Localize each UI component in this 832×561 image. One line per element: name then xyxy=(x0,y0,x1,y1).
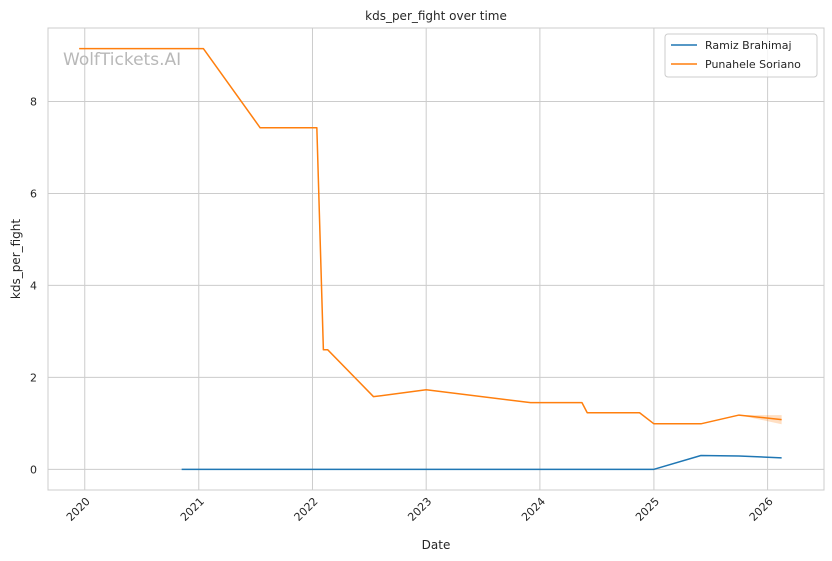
legend-label-punahele-soriano: Punahele Soriano xyxy=(705,58,801,71)
y-ticks: 0 2 4 6 8 xyxy=(30,96,37,477)
y-tick-label-2: 2 xyxy=(30,371,37,384)
y-tick-label-4: 4 xyxy=(30,279,37,292)
x-ticks: 2020 2021 2022 2023 2024 2025 2026 xyxy=(64,495,776,524)
y-tick-label-0: 0 xyxy=(30,463,37,476)
chart-title: kds_per_fight over time xyxy=(365,9,507,23)
series-line-punahele-soriano xyxy=(79,47,782,425)
y-tick-label-6: 6 xyxy=(30,187,37,200)
x-tick-label-2026: 2026 xyxy=(747,495,776,524)
x-axis-title: Date xyxy=(422,538,451,552)
y-tick-label-8: 8 xyxy=(30,96,37,109)
legend: Ramiz Brahimaj Punahele Soriano xyxy=(664,33,818,78)
x-tick-label-2020: 2020 xyxy=(64,495,93,524)
x-tick-label-2025: 2025 xyxy=(633,495,662,524)
x-tick-label-2021: 2021 xyxy=(178,495,207,524)
grid xyxy=(48,28,824,490)
x-tick-label-2024: 2024 xyxy=(519,495,548,524)
legend-box xyxy=(664,33,818,78)
plot-frame xyxy=(47,27,825,491)
x-tick-label-2023: 2023 xyxy=(405,495,434,524)
series-lines xyxy=(79,47,782,471)
watermark: WolfTickets.AI xyxy=(63,50,181,70)
series-line-ramiz-brahimaj xyxy=(181,454,782,471)
uncertainty-bands xyxy=(738,415,782,425)
series-band-punahele-soriano xyxy=(738,415,782,425)
x-tick-label-2022: 2022 xyxy=(292,495,321,524)
y-axis-title: kds_per_fight xyxy=(9,219,23,300)
legend-label-ramiz-brahimaj: Ramiz Brahimaj xyxy=(705,39,792,52)
